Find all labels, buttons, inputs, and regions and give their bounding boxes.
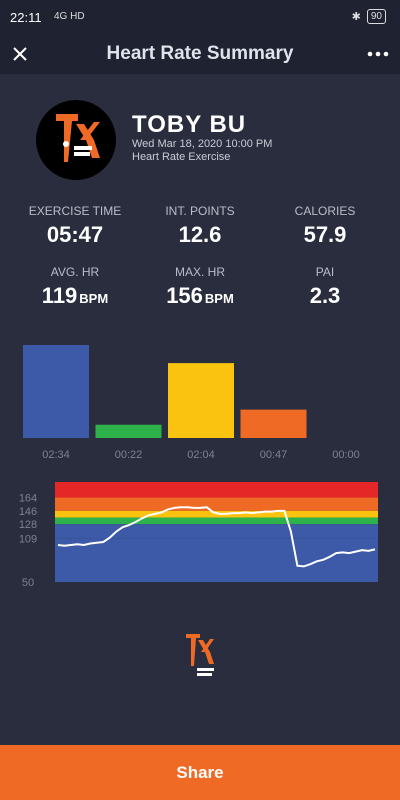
stat-label: CALORIES	[294, 204, 356, 218]
activity-type: Heart Rate Exercise	[132, 151, 231, 163]
hr-zone-band	[55, 510, 378, 518]
share-button[interactable]: Share	[0, 745, 400, 800]
zone-bar	[168, 363, 234, 438]
stat-label: MAX. HR	[174, 265, 225, 279]
battery-icon: 90	[366, 9, 386, 24]
stat-label: PAI	[315, 265, 335, 279]
zone-bar-label: 00:47	[260, 449, 288, 461]
status-time: 22:11	[10, 10, 42, 25]
stat-value: 05:47	[46, 222, 104, 247]
stat-value: 119	[41, 283, 78, 308]
brand-logo-icon	[186, 634, 214, 676]
user-name: TOBY BU	[132, 111, 247, 138]
stat-value: 12.6	[178, 222, 222, 247]
stat-unit: BPM	[79, 291, 109, 306]
stat-int-points: INT. POINTS 12.6	[135, 204, 265, 248]
stat-unit: BPM	[204, 291, 234, 306]
stat-value: 2.3	[309, 283, 341, 308]
brand-logo-icon	[56, 114, 100, 162]
close-button[interactable]	[6, 40, 34, 68]
zone-bar-label: 00:22	[115, 449, 143, 461]
app-bar: Heart Rate Summary	[0, 34, 400, 74]
hr-axis-tick: 128	[19, 519, 37, 531]
footer-logo	[180, 630, 220, 682]
hr-zone-band	[55, 524, 378, 539]
more-icon	[367, 51, 389, 57]
status-icons: ✱ 90	[352, 9, 386, 24]
hr-zone-band	[55, 482, 378, 498]
zone-bar	[23, 345, 89, 438]
page-title: Heart Rate Summary	[106, 43, 294, 64]
stat-value: 156	[166, 283, 203, 308]
status-bar: 22:11 4G HD ✱ 90	[0, 0, 400, 34]
stat-label: INT. POINTS	[165, 204, 235, 218]
hr-zone-band	[55, 517, 378, 525]
close-icon	[13, 47, 27, 61]
stat-value: 57.9	[303, 222, 347, 247]
zone-time-chart: 02:34 00:22 02:04 00:47 00:00	[23, 345, 360, 461]
zone-bar-label: 02:34	[42, 449, 70, 461]
exercise-datetime: Wed Mar 18, 2020 10:00 PM	[132, 138, 273, 150]
hr-axis-tick: 164	[19, 493, 37, 505]
stat-pai: PAI 2.3	[260, 265, 390, 309]
hr-zone-band	[55, 538, 378, 582]
hr-series-line	[57, 506, 376, 568]
hr-axis-tick: 50	[22, 577, 34, 589]
zone-bar	[240, 409, 307, 438]
zone-bar-label: 02:04	[187, 449, 215, 461]
zone-bar	[95, 424, 162, 438]
hr-axis-tick: 109	[19, 533, 37, 545]
hr-axis-tick: 146	[19, 506, 37, 518]
more-button[interactable]	[364, 40, 392, 68]
stat-label: EXERCISE TIME	[28, 204, 122, 218]
stat-max-hr: MAX. HR 156 BPM	[135, 265, 265, 309]
bluetooth-icon: ✱	[351, 11, 361, 23]
hr-zone-band	[55, 497, 378, 511]
stat-exercise-time: EXERCISE TIME 05:47	[10, 204, 140, 248]
zone-bar-label: 00:00	[332, 449, 360, 461]
profile-logo	[36, 100, 116, 180]
network-indicator: 4G HD	[54, 11, 85, 22]
stat-calories: CALORIES 57.9	[260, 204, 390, 248]
stat-label: AVG. HR	[50, 265, 100, 279]
stat-avg-hr: AVG. HR 119 BPM	[10, 265, 140, 309]
